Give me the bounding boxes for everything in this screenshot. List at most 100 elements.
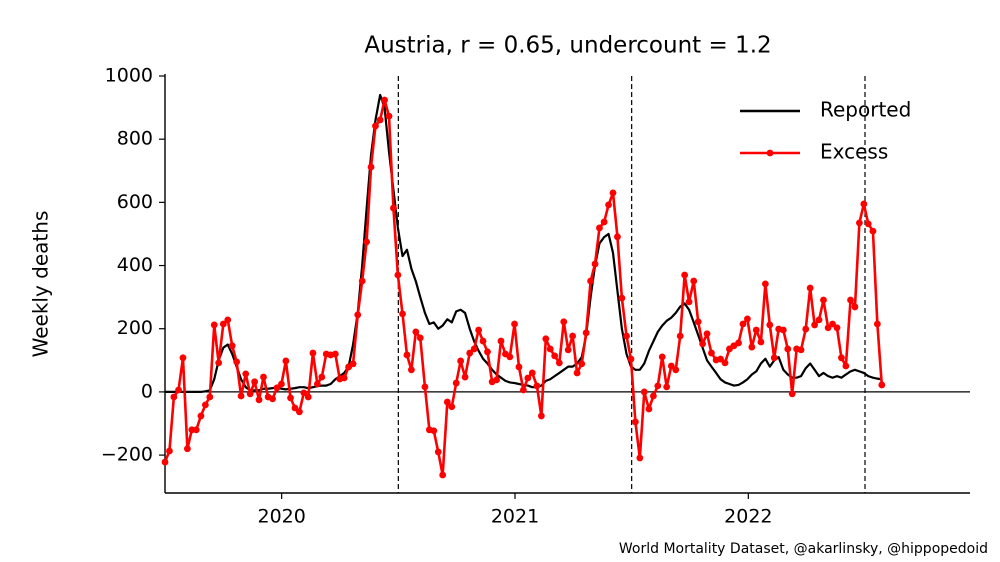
data-point xyxy=(685,298,693,306)
data-point xyxy=(278,380,285,388)
data-point xyxy=(667,362,675,370)
data-point xyxy=(560,318,568,326)
data-point xyxy=(654,382,662,390)
y-tick-label: 0 xyxy=(141,380,153,402)
data-point xyxy=(806,284,814,292)
data-point xyxy=(475,326,482,334)
data-point xyxy=(273,384,281,392)
data-point xyxy=(506,353,514,361)
data-point xyxy=(860,200,868,208)
data-point xyxy=(856,219,863,227)
data-point xyxy=(367,163,375,171)
legend-marker xyxy=(766,149,774,157)
data-point xyxy=(439,471,447,479)
data-point xyxy=(542,335,550,343)
data-point xyxy=(340,374,348,382)
data-point xyxy=(582,329,590,337)
data-point xyxy=(761,280,769,288)
data-point xyxy=(564,346,572,354)
data-point xyxy=(829,320,836,328)
data-point xyxy=(381,96,388,104)
data-point xyxy=(408,366,415,374)
data-point xyxy=(363,238,370,246)
data-point xyxy=(412,328,420,336)
data-point xyxy=(528,369,536,377)
data-point xyxy=(717,355,724,363)
data-point xyxy=(864,220,872,228)
data-point xyxy=(331,350,339,358)
data-point xyxy=(721,359,729,367)
data-point xyxy=(869,227,877,235)
data-point xyxy=(645,405,653,413)
y-tick-label: −200 xyxy=(101,444,153,466)
data-point xyxy=(304,393,312,401)
data-point xyxy=(770,354,778,362)
legend-label: Excess xyxy=(820,140,888,164)
series-line xyxy=(165,93,882,394)
data-point xyxy=(546,345,554,353)
data-point xyxy=(287,394,294,402)
data-point xyxy=(851,303,859,311)
data-point xyxy=(766,321,774,329)
x-tick-label: 2022 xyxy=(724,506,772,528)
data-point xyxy=(520,386,527,394)
data-point xyxy=(233,358,241,366)
data-point xyxy=(300,389,308,397)
data-point xyxy=(170,393,178,401)
data-point xyxy=(658,353,666,361)
data-point xyxy=(739,320,747,328)
data-point xyxy=(224,316,232,324)
data-point xyxy=(251,378,258,386)
data-point xyxy=(533,382,541,390)
data-point xyxy=(296,408,303,416)
data-point xyxy=(591,260,599,268)
data-point xyxy=(242,370,250,378)
data-point xyxy=(878,381,886,389)
data-point xyxy=(354,311,362,319)
data-point xyxy=(744,315,751,323)
data-point xyxy=(649,392,657,400)
data-point xyxy=(627,355,635,363)
data-point xyxy=(372,122,379,130)
data-point xyxy=(497,337,505,345)
y-axis-label: Weekly deaths xyxy=(29,211,53,358)
data-point xyxy=(623,332,630,340)
data-point xyxy=(291,404,299,412)
data-point xyxy=(573,369,581,377)
data-point xyxy=(820,296,827,304)
data-point xyxy=(524,374,532,382)
data-point xyxy=(596,224,603,232)
data-point xyxy=(784,345,792,353)
y-tick-label: 800 xyxy=(117,128,153,150)
data-point xyxy=(752,326,760,334)
data-point xyxy=(699,340,706,348)
data-point xyxy=(672,366,680,374)
data-point xyxy=(175,386,182,394)
data-point xyxy=(511,320,518,328)
y-tick-label: 200 xyxy=(117,317,153,339)
data-point xyxy=(694,318,702,326)
data-point xyxy=(390,204,397,212)
data-point xyxy=(797,346,805,354)
data-point xyxy=(681,271,689,279)
chart-title: Austria, r = 0.65, undercount = 1.2 xyxy=(364,33,771,59)
data-point xyxy=(215,359,223,367)
data-point xyxy=(309,349,317,357)
data-point xyxy=(587,277,594,285)
data-point xyxy=(246,390,254,398)
data-point xyxy=(461,373,469,381)
data-point xyxy=(640,388,648,396)
data-point xyxy=(788,390,796,398)
data-point xyxy=(394,271,402,279)
source-note: World Mortality Dataset, @akarlinsky, @h… xyxy=(619,541,988,557)
data-point xyxy=(569,332,577,340)
data-point xyxy=(824,324,832,332)
data-point xyxy=(282,357,290,365)
data-point xyxy=(636,454,644,462)
data-point xyxy=(376,116,384,124)
data-point xyxy=(349,360,357,368)
data-point xyxy=(399,310,406,318)
data-point xyxy=(201,401,209,409)
data-point xyxy=(873,320,881,328)
data-point xyxy=(269,395,276,403)
